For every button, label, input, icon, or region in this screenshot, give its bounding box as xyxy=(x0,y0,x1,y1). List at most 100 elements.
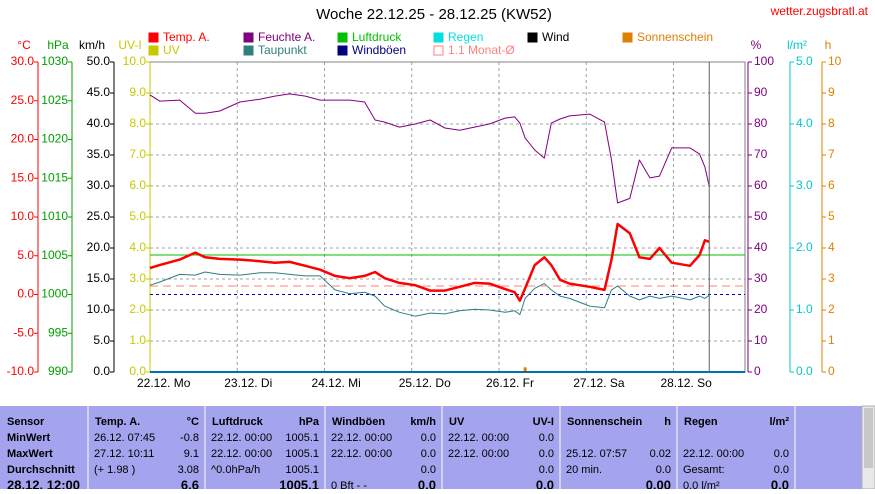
y-tick-label: 1025 xyxy=(41,93,68,107)
cell-note: 26.12. 07:45 xyxy=(94,432,155,444)
cell-value: 0.0 xyxy=(539,432,554,444)
y-tick-label: 3.0 xyxy=(796,178,813,192)
y-tick-label: 1.0 xyxy=(796,302,813,316)
x-tick-label: 26.12. Fr xyxy=(486,376,534,390)
legend-swatch xyxy=(527,32,538,43)
cell-value: 0.0 xyxy=(771,477,789,489)
axis-title: UV-I xyxy=(118,38,141,52)
y-tick-label: 25.0 xyxy=(11,93,35,107)
legend-label: Sonnenschein xyxy=(637,30,713,44)
axis-title: l/m² xyxy=(787,38,807,52)
y-tick-label: 1020 xyxy=(41,132,68,146)
y-tick-label: 40.0 xyxy=(87,116,111,130)
y-tick-label: -10.0 xyxy=(7,364,35,378)
table-background xyxy=(0,406,862,489)
source: wetter.zugsbratl.at xyxy=(770,4,869,18)
y-tick-label: -5.0 xyxy=(13,325,34,339)
column-header: Luftdruck xyxy=(212,416,264,428)
y-tick-label: 15.0 xyxy=(11,170,35,184)
axis-title: hPa xyxy=(47,38,69,52)
x-tick-label: 23.12. Di xyxy=(224,376,272,390)
cell-value: -0.8 xyxy=(180,432,199,444)
x-tick-label: 22.12. Mo xyxy=(137,376,191,390)
y-tick-label: 5.0 xyxy=(93,333,110,347)
y-tick-label: 0.0 xyxy=(796,364,813,378)
y-tick-label: 9.0 xyxy=(129,85,146,99)
legend-swatch xyxy=(243,45,254,56)
column-unit: l/m² xyxy=(769,416,789,428)
y-tick-label: 70 xyxy=(754,147,768,161)
cell-value: 0.0 xyxy=(418,477,436,489)
y-tick-label: 2.0 xyxy=(796,240,813,254)
axis-title: km/h xyxy=(79,38,105,52)
cell-value: 6.6 xyxy=(181,477,199,489)
cell-value: 0.00 xyxy=(646,477,671,489)
y-tick-label: 40 xyxy=(754,240,768,254)
y-tick-label: 7.0 xyxy=(129,147,146,161)
cell-value: 0.0 xyxy=(421,464,436,476)
cell-note: (+ 1.98 ) xyxy=(94,464,135,476)
column-unit: hPa xyxy=(299,416,320,428)
y-tick-label: 30 xyxy=(754,271,768,285)
legend-label: Windböen xyxy=(352,43,406,57)
axis-title: h xyxy=(825,38,832,52)
y-tick-label: 10 xyxy=(754,333,768,347)
legend-swatch xyxy=(433,45,444,56)
y-tick-label: 1015 xyxy=(41,170,68,184)
y-tick-label: 0 xyxy=(754,364,761,378)
cell-value: 0.0 xyxy=(774,464,789,476)
y-tick-label: 0.0 xyxy=(17,287,34,301)
legend-label: UV xyxy=(163,43,180,57)
y-tick-label: 6.0 xyxy=(129,178,146,192)
bar xyxy=(523,367,527,372)
y-tick-label: 6 xyxy=(828,178,835,192)
y-tick-label: 4 xyxy=(828,240,835,254)
cell-note: 22.12. 00:00 xyxy=(331,448,392,460)
column-unit: km/h xyxy=(410,416,436,428)
y-tick-label: 0.0 xyxy=(93,364,110,378)
row-label: Durchschnitt xyxy=(7,464,75,476)
cell-value: 1005.1 xyxy=(285,464,319,476)
column-unit: °C xyxy=(187,416,199,428)
y-tick-label: 7 xyxy=(828,147,835,161)
y-tick-label: 1000 xyxy=(41,287,68,301)
cell-note: 20 min. xyxy=(566,464,602,476)
y-tick-label: 5 xyxy=(828,209,835,223)
cell-note: 27.12. 10:11 xyxy=(94,448,154,460)
y-tick-label: 5.0 xyxy=(796,54,813,68)
legend-swatch xyxy=(148,32,159,43)
cell-note: 22.12. 00:00 xyxy=(211,448,272,460)
y-tick-label: 0.0 xyxy=(129,364,146,378)
y-tick-label: 100 xyxy=(754,54,774,68)
series-line xyxy=(149,93,710,204)
y-tick-label: 1005 xyxy=(41,248,68,262)
y-tick-label: 2.0 xyxy=(129,302,146,316)
y-tick-label: 8 xyxy=(828,116,835,130)
axis-title: °C xyxy=(17,38,31,52)
legend-label: Feuchte A. xyxy=(258,30,315,44)
y-tick-label: 35.0 xyxy=(87,147,111,161)
row-label: MinWert xyxy=(7,432,51,444)
y-tick-label: 50.0 xyxy=(87,54,111,68)
cell-note: ^0.0hPa/h xyxy=(211,464,260,476)
scrollbar-thumb[interactable] xyxy=(864,408,873,468)
cell-note: 22.12. 00:00 xyxy=(331,432,392,444)
cell-value: 1005.1 xyxy=(285,432,319,444)
legend-swatch xyxy=(243,32,254,43)
y-tick-label: 10 xyxy=(828,54,842,68)
cell-value: 0.0 xyxy=(774,448,789,460)
y-tick-label: 5.0 xyxy=(17,248,34,262)
cell-value: 0.0 xyxy=(421,448,436,460)
column-header: Regen xyxy=(684,416,718,428)
y-tick-label: 4.0 xyxy=(129,240,146,254)
cell-note: Gesamt: xyxy=(683,464,725,476)
cell-value: 0.0 xyxy=(539,464,554,476)
cell-note: 22.12. 00:00 xyxy=(448,432,509,444)
plot-area xyxy=(149,61,746,373)
y-tick-label: 3.0 xyxy=(129,271,146,285)
cell-value: 1005.1 xyxy=(285,448,319,460)
y-tick-label: 990 xyxy=(48,364,68,378)
cell-value: 0.0 xyxy=(656,464,671,476)
y-tick-label: 1010 xyxy=(41,209,68,223)
y-tick-label: 2 xyxy=(828,302,835,316)
